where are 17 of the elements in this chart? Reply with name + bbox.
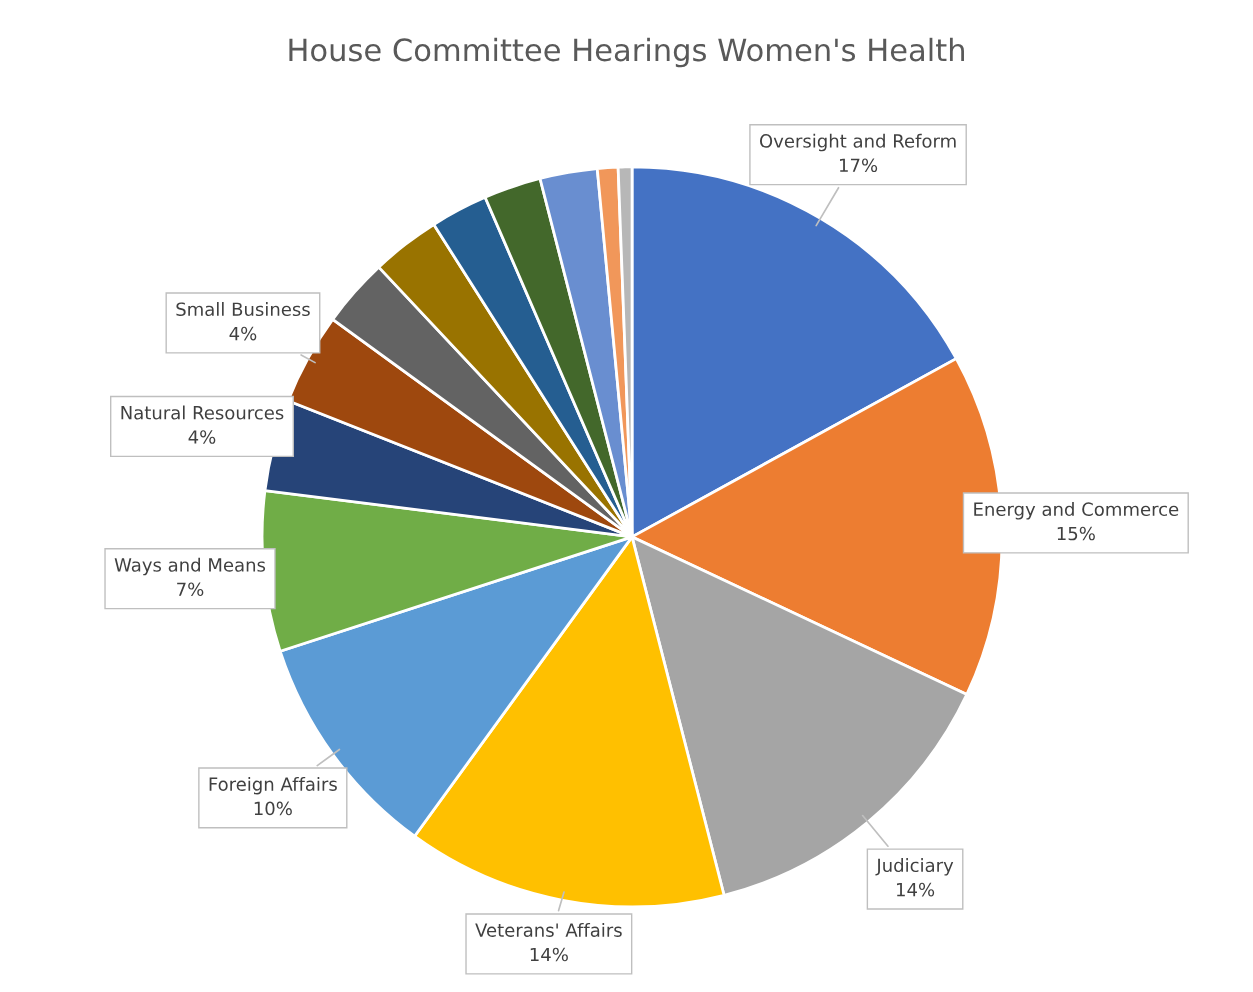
slice-label: Natural Resources [121, 405, 284, 420]
slice-label: Ways and Means [114, 557, 266, 576]
data-label: 4% [188, 430, 216, 444]
data-label: 14% [896, 882, 935, 897]
slice-label: Veterans' Affairs [475, 922, 622, 937]
data-label: 14% [530, 947, 568, 962]
slice-label: Small Business [176, 302, 310, 317]
chart-title: House Committee Hearings Women's Health [289, 37, 964, 68]
slice-label: Judiciary [875, 858, 954, 876]
data-label: 10% [254, 801, 292, 816]
data-label: 17% [839, 158, 878, 173]
slice-label: Energy and Commerce [974, 502, 1179, 520]
data-label: 7% [177, 582, 204, 597]
data-label: 4% [229, 326, 257, 341]
slice-label: Oversight and Reform [759, 133, 956, 152]
slice-label: Foreign Affairs [209, 776, 337, 795]
data-label: 15% [1057, 526, 1095, 541]
